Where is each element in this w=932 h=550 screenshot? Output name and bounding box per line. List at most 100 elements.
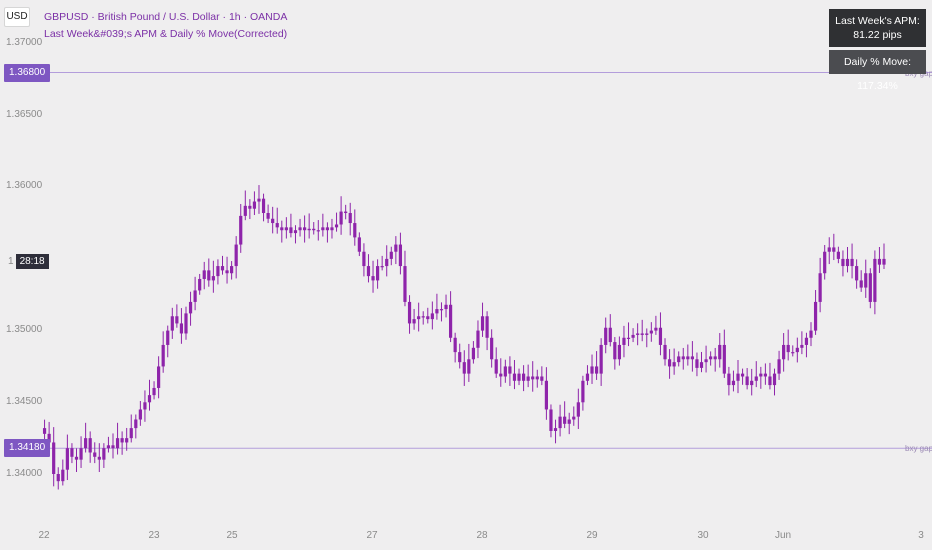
candle-body	[157, 366, 161, 388]
candle-body	[531, 376, 535, 380]
candle-body	[823, 251, 827, 274]
candle-body	[658, 327, 663, 345]
candle-body	[599, 344, 603, 374]
candle-body	[421, 316, 425, 318]
gap-lines	[38, 71, 932, 449]
candle-body	[841, 258, 845, 267]
candle-body	[230, 266, 234, 274]
candle-body	[207, 270, 211, 281]
candle-body	[859, 280, 863, 288]
candle-body	[526, 376, 530, 381]
x-tick-label: 30	[697, 530, 709, 541]
candle-body	[813, 301, 818, 331]
candle-body	[754, 376, 758, 381]
x-tick-label: 23	[148, 530, 160, 541]
candle-body	[353, 223, 357, 238]
symbol-title[interactable]: GBPUSD · British Pound / U.S. Dollar · 1…	[44, 11, 288, 23]
candle-body	[877, 258, 882, 265]
candle-body	[389, 251, 393, 259]
currency-selector[interactable]: USD	[4, 7, 30, 27]
candle-body	[663, 344, 667, 360]
candle-body	[275, 223, 279, 228]
candle-body	[613, 342, 617, 360]
candle-body	[690, 356, 694, 360]
candle-body	[622, 337, 626, 345]
candle-body	[261, 198, 266, 214]
indicator-title[interactable]: Last Week&#039;s APM & Daily % Move(Corr…	[44, 28, 288, 40]
candle-body	[654, 327, 658, 331]
candle-body	[503, 366, 507, 377]
candle-body	[672, 362, 676, 367]
candle-body	[631, 334, 635, 338]
x-tick-label: 22	[38, 530, 50, 541]
candle-body	[188, 301, 193, 314]
candle-body	[403, 266, 407, 302]
candle-body	[102, 448, 106, 460]
candle-body	[490, 337, 494, 360]
y-tick-label: 1.34500	[6, 396, 43, 407]
candle-body	[709, 356, 713, 360]
candle-body	[772, 373, 777, 386]
candle-body	[458, 352, 462, 363]
candle-body	[517, 373, 521, 381]
apm-info-box: Last Week's APM: 81.22 pips	[829, 9, 926, 47]
y-tick-label: 1.34000	[6, 468, 43, 479]
x-tick-label: 29	[586, 530, 598, 541]
candle-body	[61, 469, 65, 482]
candle-body	[608, 327, 612, 343]
candle-body	[234, 244, 238, 267]
candle-body	[704, 359, 708, 363]
candle-body	[280, 227, 284, 231]
candle-body	[549, 409, 553, 431]
candle-body	[681, 356, 685, 360]
candle-body	[768, 376, 772, 386]
candle-body	[444, 304, 448, 310]
candle-body	[804, 337, 809, 345]
candle-body	[70, 448, 74, 457]
daily-move-box: Daily % Move: 117.34%	[829, 50, 926, 92]
candle-body	[448, 304, 453, 338]
candle-body	[125, 438, 129, 443]
candle-body	[636, 333, 640, 335]
candle-body	[152, 387, 156, 396]
countdown-value: 28:18	[15, 254, 49, 269]
candle-body	[594, 366, 599, 374]
candle-body	[585, 373, 590, 381]
candle-body	[298, 227, 302, 231]
candle-body	[430, 313, 434, 320]
candle-body	[590, 366, 594, 374]
candle-body	[293, 230, 298, 234]
candle-body	[827, 247, 831, 252]
candle-body	[745, 376, 749, 386]
candles	[42, 185, 886, 490]
candle-body	[750, 380, 754, 386]
candle-body	[166, 330, 170, 345]
candle-body	[800, 344, 804, 348]
candle-body	[321, 227, 325, 231]
candle-body	[855, 266, 859, 281]
candle-body	[193, 290, 197, 302]
candle-body	[845, 258, 850, 267]
candle-body	[394, 244, 398, 252]
candle-body	[325, 227, 330, 231]
candle-body	[284, 227, 288, 231]
candle-body	[47, 433, 51, 443]
candle-body	[56, 474, 60, 482]
candle-body	[97, 456, 101, 460]
candle-body	[147, 395, 152, 403]
candle-body	[412, 319, 416, 324]
candle-body	[722, 344, 726, 374]
candle-body	[850, 258, 854, 267]
candle-body	[567, 419, 571, 424]
candle-body	[540, 376, 544, 381]
candle-body	[453, 337, 457, 353]
candle-body	[74, 456, 79, 460]
candle-body	[211, 276, 215, 281]
candle-body	[740, 373, 745, 377]
candle-body	[572, 416, 576, 420]
candle-body	[371, 276, 375, 281]
x-tick-label: Jun	[774, 530, 792, 541]
countdown-prefix: 1	[8, 256, 14, 267]
candle-body	[339, 211, 343, 225]
